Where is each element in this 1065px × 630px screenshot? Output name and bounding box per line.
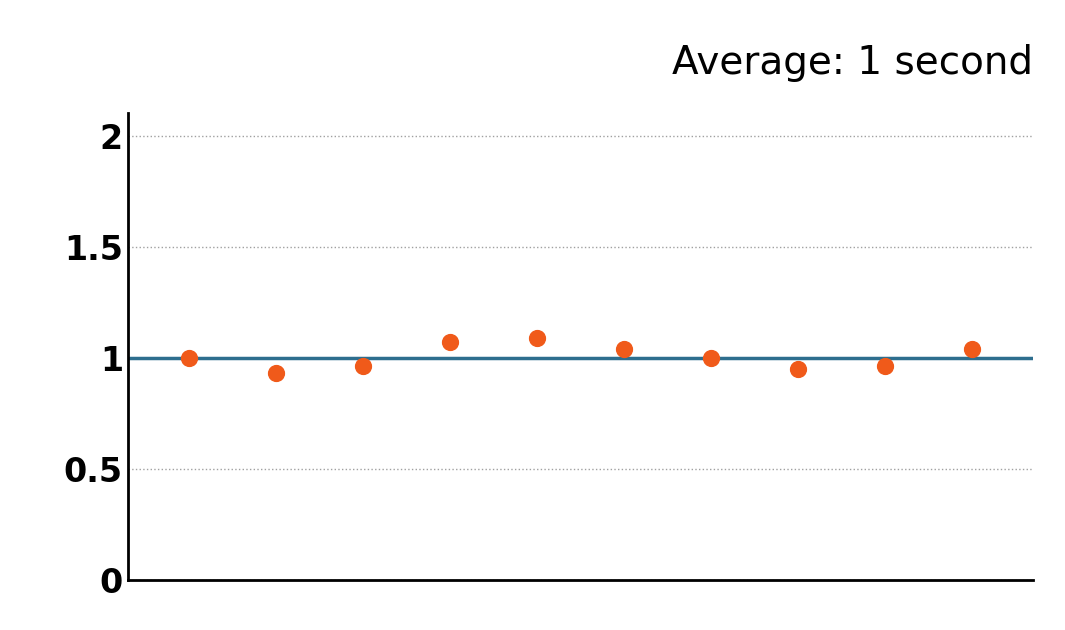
Point [789,364,806,374]
Point [876,362,894,372]
Text: Average: 1 second: Average: 1 second [672,44,1033,82]
Point [441,337,458,347]
Point [528,333,545,343]
Point [964,344,981,354]
Point [703,353,720,363]
Point [267,368,284,378]
Point [355,362,372,372]
Point [180,353,197,363]
Point [616,344,633,354]
